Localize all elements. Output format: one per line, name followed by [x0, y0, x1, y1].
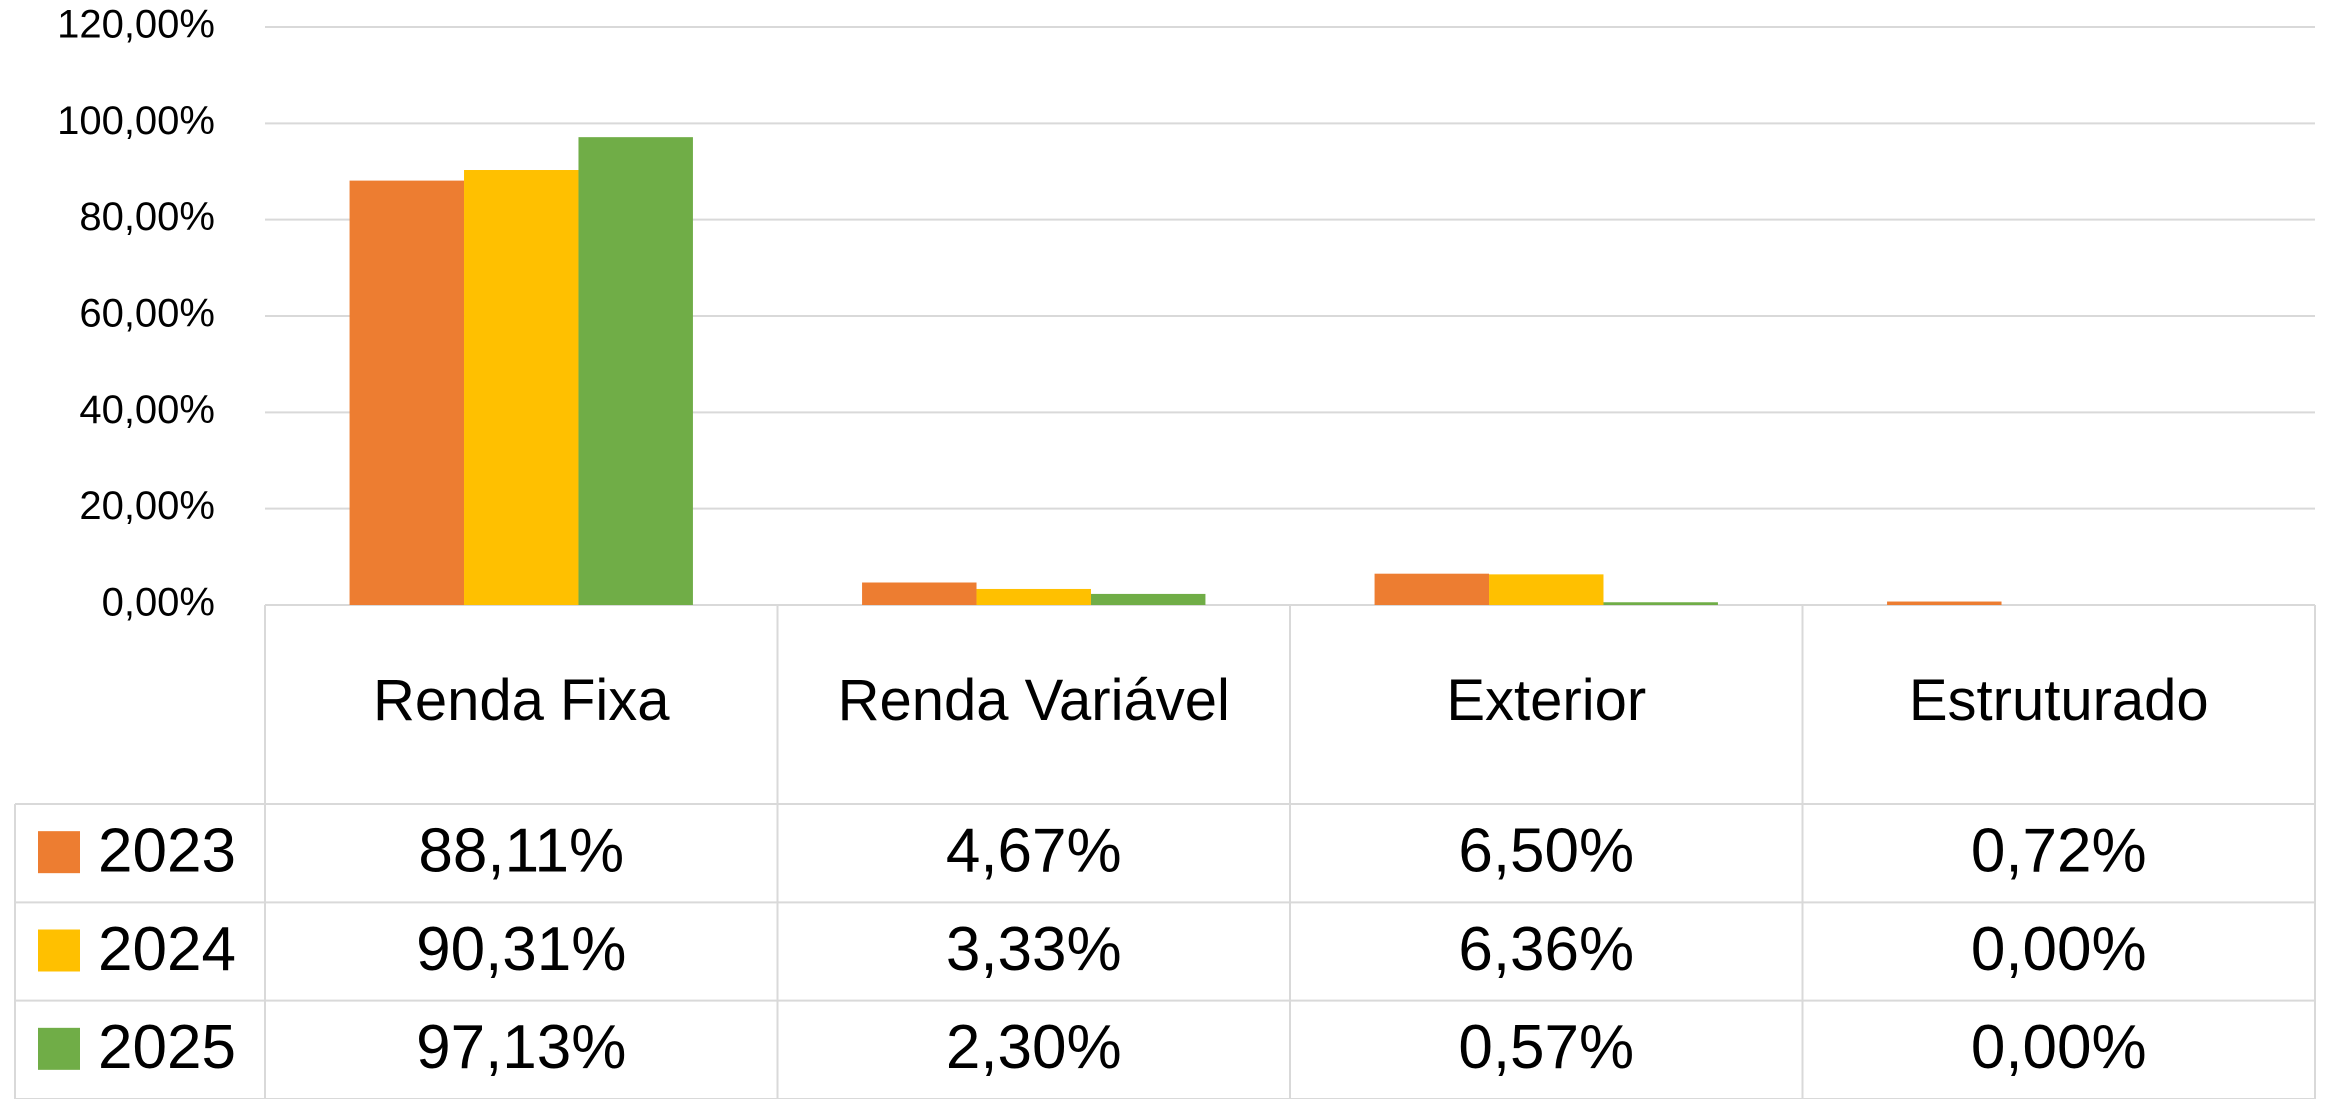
y-tick-label: 20,00% — [79, 484, 215, 528]
data-table-cell: 97,13% — [416, 1013, 626, 1082]
x-tick-label: Estruturado — [1909, 668, 2209, 733]
data-table-cell: 3,33% — [946, 915, 1122, 984]
data-table-cell: 2,30% — [946, 1013, 1122, 1082]
bar — [976, 588, 1091, 605]
bar — [1887, 601, 2002, 605]
data-table-cell: 90,31% — [416, 915, 626, 984]
bar — [349, 180, 465, 605]
y-tick-label: 100,00% — [57, 99, 215, 143]
x-tick-label: Renda Variável — [838, 668, 1230, 733]
bar — [464, 170, 579, 605]
legend-swatch — [38, 1027, 80, 1070]
legend-label: 2023 — [98, 817, 236, 886]
data-table-cell: 0,00% — [1971, 1013, 2147, 1082]
bar — [1090, 593, 1206, 605]
y-tick-label: 0,00% — [102, 581, 215, 625]
bar — [1489, 574, 1604, 605]
bar — [1603, 602, 1718, 605]
data-table-cell: 88,11% — [418, 817, 624, 886]
x-tick-label: Renda Fixa — [373, 668, 670, 733]
y-tick-label: 40,00% — [79, 388, 215, 432]
data-table-cell: 0,00% — [1971, 915, 2147, 984]
legend-label: 2025 — [98, 1013, 236, 1082]
data-table-cell: 6,36% — [1458, 915, 1634, 984]
data-table-cell: 6,50% — [1458, 817, 1634, 886]
y-tick-label: 60,00% — [79, 292, 215, 336]
bar — [578, 137, 693, 605]
y-tick-label: 120,00% — [57, 3, 215, 47]
bar — [1374, 573, 1490, 605]
bar — [862, 582, 977, 605]
y-tick-label: 80,00% — [79, 195, 215, 239]
data-table-cell: 4,67% — [946, 817, 1122, 886]
legend-swatch — [38, 831, 80, 874]
x-tick-label: Exterior — [1446, 668, 1646, 733]
data-table-cell: 0,72% — [1971, 817, 2147, 886]
legend-swatch — [38, 929, 80, 972]
data-table-cell: 0,57% — [1458, 1013, 1634, 1082]
legend-label: 2024 — [98, 915, 236, 984]
